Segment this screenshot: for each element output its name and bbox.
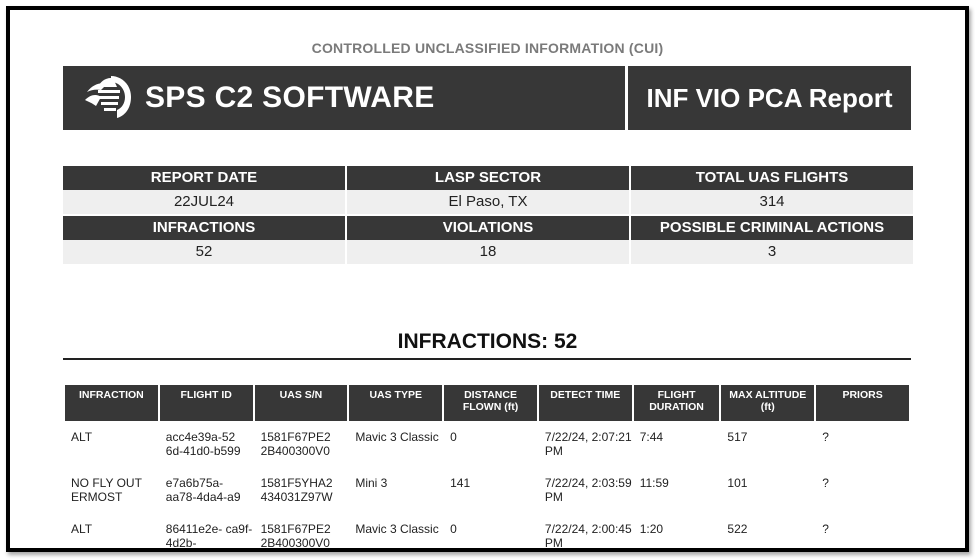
cui-banner: CONTROLLED UNCLASSIFIED INFORMATION (CUI… [311, 40, 664, 56]
cell-uas-sn: 1581F5YHA2 434031Z97W [260, 476, 333, 504]
table-header-row: INFRACTION FLIGHT ID UAS S/N UAS TYPE DI… [65, 385, 909, 421]
col-header: FLIGHT DURATION [633, 385, 720, 421]
total-flights-label: TOTAL UAS FLIGHTS [631, 166, 913, 190]
cell-distance: 0 [450, 522, 457, 536]
cell-uas-type: Mavic 3 Classic [355, 522, 439, 536]
brand-banner: SPS C2 SOFTWARE [63, 66, 625, 130]
cell-flight-id: e7a6b75a- aa78-4da4-a9 [165, 476, 241, 504]
cell-uas-type: Mavic 3 Classic [355, 430, 439, 444]
pca-label: POSSIBLE CRIMINAL ACTIONS [631, 216, 913, 240]
table-row: NO FLY OUT ERMOST e7a6b75a- aa78-4da4-a9… [65, 467, 909, 513]
col-header: PRIORS [816, 385, 909, 421]
report-title: INF VIO PCA Report [628, 66, 911, 130]
cell-infraction: NO FLY OUT ERMOST [71, 476, 142, 504]
cell-duration: 11:59 [639, 476, 669, 490]
cell-distance: 0 [450, 430, 457, 444]
brand-name: SPS C2 SOFTWARE [145, 81, 435, 114]
infractions-table: INFRACTION FLIGHT ID UAS S/N UAS TYPE DI… [63, 385, 911, 550]
cell-detect-time: 7/22/24, 2:00:45 PM [544, 522, 632, 550]
report-date-value: 22JUL24 [63, 190, 345, 214]
cell-priors: ? [822, 476, 829, 490]
violations-value: 18 [347, 240, 629, 264]
cell-detect-time: 7/22/24, 2:03:59 PM [544, 476, 632, 504]
cell-infraction: ALT [71, 430, 93, 444]
cell-max-altitude: 517 [727, 430, 748, 444]
infractions-value: 52 [63, 240, 345, 264]
cell-priors: ? [822, 430, 829, 444]
cell-max-altitude: 101 [727, 476, 748, 490]
cell-max-altitude: 522 [727, 522, 748, 536]
cell-uas-sn: 1581F67PE2 2B400300V0 [260, 430, 331, 458]
violations-label: VIOLATIONS [347, 216, 629, 240]
col-header: FLIGHT ID [159, 385, 253, 421]
col-header: DISTANCE FLOWN (ft) [444, 385, 537, 421]
lasp-sector-label: LASP SECTOR [347, 166, 629, 190]
col-header: INFRACTION [65, 385, 158, 421]
infractions-label: INFRACTIONS [63, 216, 345, 240]
total-flights-value: 314 [631, 190, 913, 214]
pca-value: 3 [631, 240, 913, 264]
table-row: ALT 86411e2e- ca9f-4d2b- 1581F67PE2 2B40… [65, 513, 909, 550]
cell-detect-time: 7/22/24, 2:07:21 PM [544, 430, 632, 458]
col-header: DETECT TIME [538, 385, 632, 421]
cell-flight-id: 86411e2e- ca9f-4d2b- [165, 522, 253, 550]
cell-duration: 1:20 [639, 522, 664, 536]
cell-duration: 7:44 [639, 430, 664, 444]
col-header: UAS TYPE [349, 385, 443, 421]
summary-grid: REPORT DATE LASP SECTOR TOTAL UAS FLIGHT… [63, 166, 913, 266]
cell-flight-id: acc4e39a-52 6d-41d0-b599 [165, 430, 241, 458]
lasp-sector-value: El Paso, TX [347, 190, 629, 214]
cell-uas-type: Mini 3 [355, 476, 388, 490]
col-header: MAX ALTITUDE (ft) [721, 385, 815, 421]
col-header: UAS S/N [254, 385, 348, 421]
cell-infraction: ALT [71, 522, 93, 536]
spartan-helmet-logo-icon [85, 76, 131, 118]
table-row: ALT acc4e39a-52 6d-41d0-b599 1581F67PE2 … [65, 421, 909, 467]
section-divider [63, 358, 911, 360]
section-title: INFRACTIONS: 52 [397, 330, 578, 353]
report-page: CONTROLLED UNCLASSIFIED INFORMATION (CUI… [6, 6, 969, 552]
cell-priors: ? [822, 522, 829, 536]
cell-uas-sn: 1581F67PE2 2B400300V0 [260, 522, 331, 550]
cell-distance: 141 [450, 476, 471, 490]
report-date-label: REPORT DATE [63, 166, 345, 190]
